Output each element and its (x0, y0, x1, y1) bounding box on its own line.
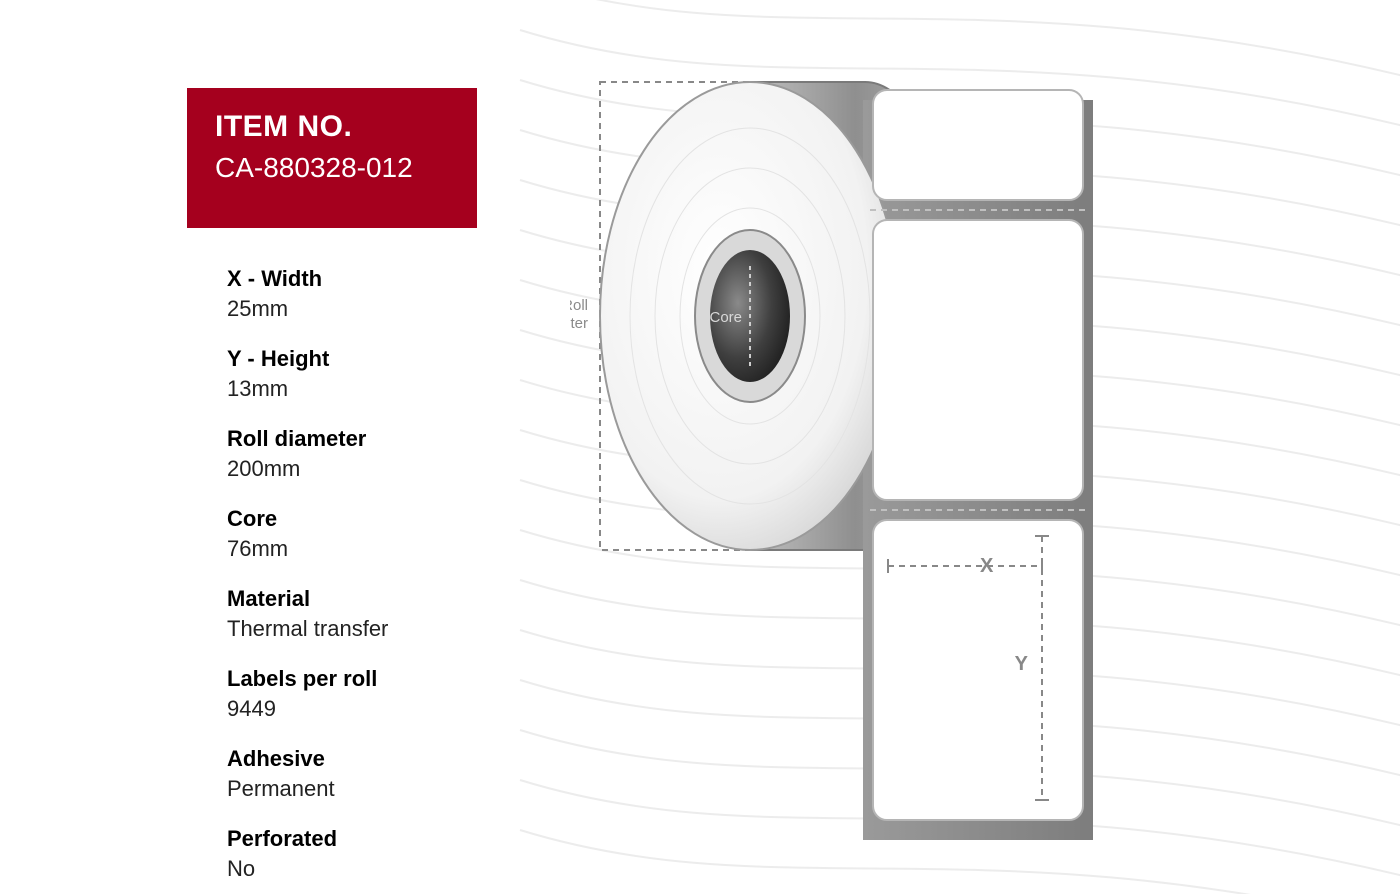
spec-row: Perforated No (227, 826, 547, 882)
item-number-box: ITEM NO. CA-880328-012 (187, 88, 477, 228)
spec-label: Perforated (227, 826, 547, 852)
spec-label: Adhesive (227, 746, 547, 772)
spec-label: Material (227, 586, 547, 612)
spec-label: Roll diameter (227, 426, 547, 452)
spec-label: X - Width (227, 266, 547, 292)
spec-row: Labels per roll 9449 (227, 666, 547, 722)
x-dimension-label: X (980, 555, 994, 577)
spec-label: Core (227, 506, 547, 532)
spec-value: Permanent (227, 776, 547, 802)
spec-value: 25mm (227, 296, 547, 322)
spec-label: Labels per roll (227, 666, 547, 692)
label-sticker-top (873, 90, 1083, 200)
specs-list: X - Width 25mm Y - Height 13mm Roll diam… (227, 266, 547, 894)
spec-value: 13mm (227, 376, 547, 402)
spec-value: Thermal transfer (227, 616, 547, 642)
spec-row: Core 76mm (227, 506, 547, 562)
roll-diagram: Roll diameter Core (570, 70, 1130, 850)
roll-diameter-label-line2: diameter (570, 315, 588, 332)
spec-label: Y - Height (227, 346, 547, 372)
spec-row: Material Thermal transfer (227, 586, 547, 642)
spec-value: No (227, 856, 547, 882)
y-dimension-label: Y (1015, 653, 1029, 675)
label-sticker-mid (873, 220, 1083, 500)
spec-value: 200mm (227, 456, 547, 482)
spec-value: 9449 (227, 696, 547, 722)
roll-diameter-label-line1: Roll (570, 297, 588, 314)
spec-row: X - Width 25mm (227, 266, 547, 322)
product-spec-card: ITEM NO. CA-880328-012 X - Width 25mm Y … (0, 0, 1400, 894)
item-number-value: CA-880328-012 (215, 152, 449, 184)
spec-value: 76mm (227, 536, 547, 562)
core-label: Core (709, 309, 742, 326)
spec-row: Adhesive Permanent (227, 746, 547, 802)
item-number-title: ITEM NO. (215, 110, 449, 144)
spec-row: Roll diameter 200mm (227, 426, 547, 482)
spec-row: Y - Height 13mm (227, 346, 547, 402)
